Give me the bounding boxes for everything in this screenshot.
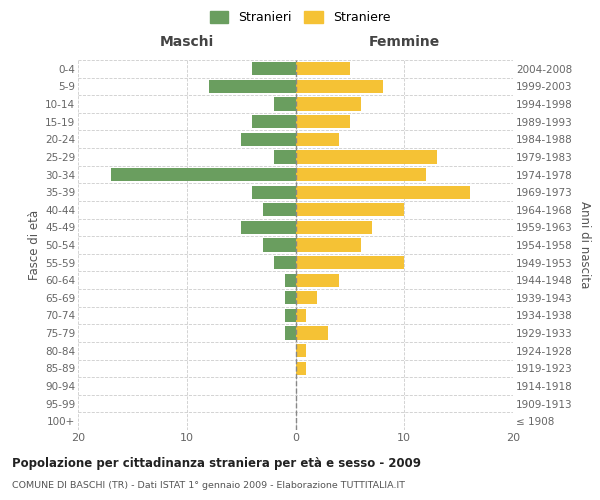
Bar [274, 98, 296, 110]
Text: COMUNE DI BASCHI (TR) - Dati ISTAT 1° gennaio 2009 - Elaborazione TUTTITALIA.IT: COMUNE DI BASCHI (TR) - Dati ISTAT 1° ge… [12, 481, 405, 490]
Bar [296, 274, 339, 287]
Bar [296, 168, 426, 181]
Bar [296, 203, 404, 216]
Bar [296, 344, 307, 358]
Bar [296, 150, 437, 164]
Bar [252, 186, 296, 198]
Bar [296, 221, 371, 234]
Bar [296, 238, 361, 252]
Bar [263, 238, 296, 252]
Y-axis label: Anni di nascita: Anni di nascita [578, 202, 591, 288]
Bar [284, 326, 296, 340]
Bar [296, 186, 470, 198]
Legend: Stranieri, Straniere: Stranieri, Straniere [205, 6, 395, 29]
Bar [296, 326, 328, 340]
Bar [296, 80, 383, 93]
Bar [274, 256, 296, 269]
Bar [284, 274, 296, 287]
Y-axis label: Fasce di età: Fasce di età [28, 210, 41, 280]
Bar [241, 221, 296, 234]
Text: Popolazione per cittadinanza straniera per età e sesso - 2009: Popolazione per cittadinanza straniera p… [12, 458, 421, 470]
Bar [274, 150, 296, 164]
Bar [296, 309, 307, 322]
Bar [284, 309, 296, 322]
Bar [284, 291, 296, 304]
Bar [296, 256, 404, 269]
Text: Maschi: Maschi [160, 35, 214, 49]
Bar [241, 132, 296, 146]
Bar [296, 62, 350, 76]
Bar [296, 362, 307, 375]
Bar [252, 62, 296, 76]
Bar [209, 80, 296, 93]
Bar [296, 115, 350, 128]
Bar [296, 98, 361, 110]
Bar [252, 115, 296, 128]
Text: Femmine: Femmine [368, 35, 440, 49]
Bar [296, 132, 339, 146]
Bar [296, 291, 317, 304]
Bar [110, 168, 296, 181]
Bar [263, 203, 296, 216]
